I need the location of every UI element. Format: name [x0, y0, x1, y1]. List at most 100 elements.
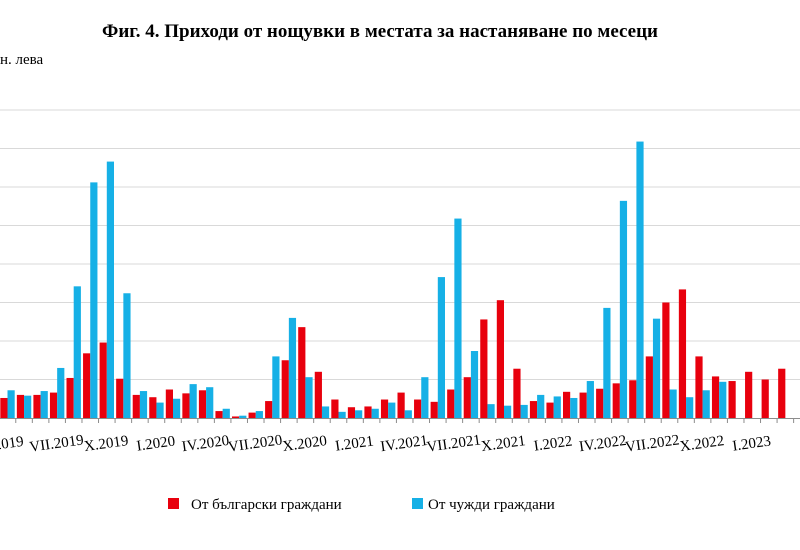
bar-bulgarian [645, 356, 653, 418]
bar-bulgarian [165, 389, 173, 418]
bar-foreign [421, 377, 429, 418]
bar-bulgarian [447, 389, 455, 418]
bar-bulgarian [232, 416, 240, 418]
bar-bulgarian [33, 394, 41, 418]
x-tick-label: VII.2021 [426, 432, 482, 455]
bar-bulgarian [149, 397, 157, 418]
bar-bulgarian [529, 401, 538, 418]
bar-foreign [24, 395, 32, 418]
x-tick-label: I.2023 [731, 433, 772, 454]
bar-foreign [669, 389, 677, 418]
bar-bulgarian [629, 380, 637, 418]
bar-foreign [603, 307, 611, 418]
x-tick-label: VII.2022 [624, 432, 680, 455]
bar-bulgarian [430, 401, 438, 418]
bar-foreign [570, 397, 578, 418]
legend-label-foreign: От чужди граждани [428, 497, 555, 513]
bar-foreign [338, 411, 346, 418]
bar-bulgarian [132, 394, 140, 418]
bar-foreign [586, 381, 594, 418]
bar-bulgarian [380, 399, 389, 418]
bar-bulgarian [678, 289, 687, 418]
bar-bulgarian [397, 392, 405, 418]
bar-foreign [404, 410, 412, 418]
bar-bulgarian [0, 397, 8, 418]
bar-foreign [652, 318, 661, 418]
x-tick-label: X.2019 [83, 433, 129, 455]
bar-bulgarian [546, 402, 554, 418]
bar-foreign [222, 408, 230, 418]
bar-bulgarian [248, 412, 256, 418]
bar-foreign [537, 394, 545, 418]
bar-bulgarian [281, 360, 289, 418]
bar-bulgarian [298, 327, 306, 418]
bar-bulgarian [563, 391, 571, 418]
x-tick-label: IV.2020 [181, 433, 230, 455]
x-tick-label: VII.2020 [227, 432, 283, 455]
bar-foreign [388, 402, 396, 418]
bar-bulgarian [182, 393, 190, 418]
bar-foreign [702, 390, 710, 418]
x-tick-label: I.2022 [533, 433, 574, 454]
bar-foreign [636, 141, 644, 418]
bar-bulgarian [99, 342, 107, 418]
x-tick-label: X.2022 [679, 433, 725, 455]
legend-label-bulgarian: От български граждани [191, 497, 342, 513]
bar-bulgarian [215, 411, 223, 418]
bar-bulgarian [364, 406, 372, 418]
x-tick-label: IV.2022 [578, 433, 627, 455]
gridlines [0, 109, 800, 380]
bar-bulgarian [513, 368, 521, 418]
bars-group [0, 141, 786, 418]
bar-bulgarian [480, 319, 488, 418]
bar-bulgarian [612, 383, 620, 418]
bar-foreign [305, 377, 313, 418]
bar-bulgarian [695, 356, 703, 418]
bar-foreign [470, 351, 479, 418]
bar-foreign [156, 402, 164, 418]
bar-foreign [719, 381, 727, 418]
bar-bulgarian [198, 390, 207, 418]
legend-swatch-bulgarian [168, 498, 179, 509]
x-tick-label: I.2021 [334, 433, 375, 454]
bar-bulgarian [49, 392, 58, 418]
bar-foreign [90, 182, 98, 418]
x-tick-label: IV.2021 [379, 433, 428, 455]
legend-swatch-foreign [412, 498, 423, 509]
bar-bulgarian [728, 381, 736, 418]
x-tick-label: I.2020 [136, 433, 177, 454]
bar-bulgarian [16, 394, 25, 418]
bar-bulgarian [83, 353, 91, 418]
bar-foreign [355, 410, 363, 418]
bar-foreign [123, 293, 131, 418]
bar-bulgarian [662, 302, 670, 418]
bar-foreign [288, 317, 297, 418]
bar-bulgarian [463, 377, 471, 418]
y-axis-label: н. лева [0, 52, 44, 68]
bar-foreign [239, 415, 247, 418]
bar-foreign [321, 406, 330, 418]
x-axis [0, 418, 800, 423]
bar-bulgarian [778, 368, 786, 418]
x-tick-label: X.2021 [480, 433, 526, 455]
bar-bulgarian [711, 376, 720, 418]
x-tick-label: VII.2019 [28, 432, 84, 455]
bar-bulgarian [347, 407, 356, 418]
bar-foreign [7, 390, 15, 418]
bar-foreign [173, 398, 181, 418]
bar-foreign [73, 286, 81, 418]
bar-foreign [553, 396, 561, 418]
bar-foreign [206, 387, 214, 418]
x-tick-label: X.2020 [282, 433, 328, 455]
bar-bulgarian [496, 300, 504, 418]
bar-bulgarian [314, 371, 322, 418]
bar-foreign [437, 277, 445, 418]
bar-bulgarian [265, 401, 273, 418]
bar-foreign [57, 367, 65, 418]
bar-bulgarian [116, 378, 124, 418]
bar-foreign [106, 161, 114, 418]
bar-foreign [272, 356, 280, 418]
bar-foreign [454, 218, 462, 418]
